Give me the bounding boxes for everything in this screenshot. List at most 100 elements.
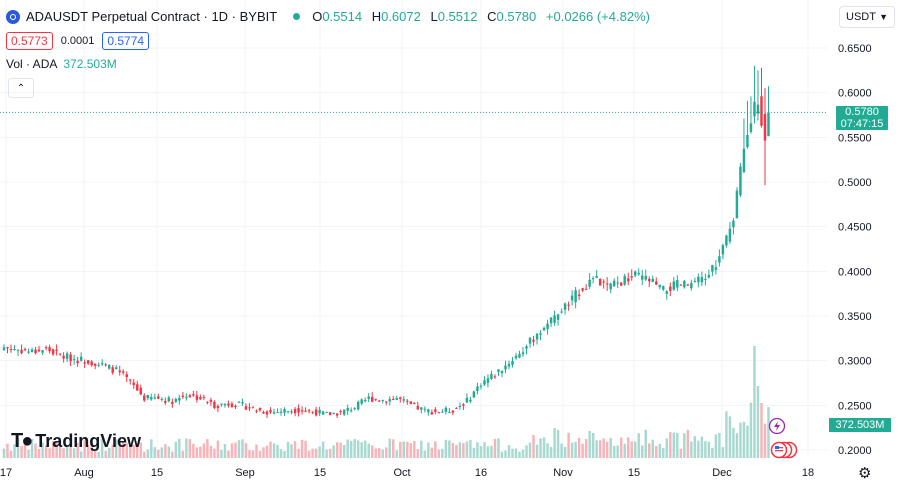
candle-body <box>749 123 753 132</box>
volume-bar <box>483 442 486 458</box>
candle-body <box>683 280 686 288</box>
symbol-title[interactable]: ADAUSDT Perpetual Contract · 1D · BYBIT <box>26 9 278 24</box>
volume-bar <box>37 448 41 458</box>
volume-bar <box>349 440 353 458</box>
volume-bar <box>746 425 749 458</box>
volume-bar <box>553 428 556 458</box>
volume-bar <box>86 445 90 458</box>
volume-bar <box>244 443 248 458</box>
volume-bar <box>753 346 756 458</box>
volume-bar <box>651 439 654 458</box>
gear-icon[interactable]: ⚙ <box>858 465 872 482</box>
candle-body <box>23 349 27 351</box>
candle-body <box>178 397 181 401</box>
volume-bar <box>521 449 525 458</box>
candle-body <box>216 405 220 408</box>
candle-body <box>406 400 409 402</box>
candle-body <box>511 361 514 365</box>
volume-bar <box>167 446 171 458</box>
volume-bar <box>402 441 406 458</box>
time-tick-label: 15 <box>151 467 163 479</box>
volume-bar <box>181 450 185 458</box>
candle-body <box>255 410 258 412</box>
candle-body <box>679 284 683 286</box>
candle-body <box>700 277 704 283</box>
volume-bar <box>314 448 318 458</box>
volume-bar <box>669 432 672 458</box>
candle-body <box>560 311 563 313</box>
volume-bar <box>230 443 234 458</box>
volume-bar <box>293 441 297 458</box>
volume-bar <box>658 443 662 458</box>
volume-bar <box>518 451 521 458</box>
candle-body <box>392 399 395 401</box>
volume-bar <box>339 442 342 458</box>
candle-body <box>602 281 605 283</box>
volume-bar <box>700 436 704 458</box>
candle-body <box>690 283 693 289</box>
candle-body <box>69 354 72 362</box>
buy-price-button[interactable]: 0.5774 <box>102 32 150 50</box>
tradingview-logo[interactable]: Т● TradingView <box>11 430 141 453</box>
volume-bar <box>697 440 700 458</box>
candle-body <box>588 279 591 287</box>
candle-body <box>27 351 30 353</box>
volume-bar <box>742 421 746 458</box>
candle-body <box>483 380 486 385</box>
candle-body <box>535 333 539 340</box>
volume-bar <box>479 446 483 458</box>
volume-bar <box>290 444 293 458</box>
candle-body <box>577 294 581 297</box>
collapse-legend-button[interactable]: ⌃ <box>8 78 34 98</box>
symbol-legend[interactable]: ADAUSDT Perpetual Contract · 1D · BYBIT … <box>6 9 656 24</box>
volume-bar <box>93 450 97 458</box>
time-tick-label: Nov <box>553 467 573 479</box>
volume-bar <box>220 449 223 458</box>
candle-body <box>574 290 577 303</box>
candle-body <box>167 397 171 402</box>
volume-bar <box>304 440 307 458</box>
volume-bar <box>30 439 34 458</box>
volume-bar <box>728 416 732 458</box>
candle-body <box>455 407 458 409</box>
candle-body <box>143 395 146 401</box>
candle-body <box>704 278 707 280</box>
candle-body <box>111 367 114 373</box>
candle-body <box>41 350 44 353</box>
volume-bar <box>549 446 553 458</box>
volume-bar <box>286 441 290 458</box>
candle-body <box>539 333 542 335</box>
candle-body <box>441 411 444 413</box>
volume-bar <box>406 441 409 458</box>
volume-bar <box>455 444 458 458</box>
volume-bar <box>662 448 665 458</box>
volume-bar <box>164 444 167 458</box>
volume-bar <box>444 439 448 458</box>
volume-bar <box>584 439 588 458</box>
high-value: 0.6072 <box>381 9 421 24</box>
chart-events[interactable] <box>767 417 803 465</box>
sell-price-button[interactable]: 0.5773 <box>6 32 53 50</box>
volume-bar <box>2 448 6 458</box>
candle-body <box>339 410 342 412</box>
candle-body <box>462 404 465 406</box>
volume-bar <box>374 448 377 458</box>
currency-selector[interactable]: USDT ▼ <box>839 6 895 28</box>
volume-bar <box>591 432 595 458</box>
candle-body <box>728 228 732 242</box>
volume-bar <box>711 447 714 458</box>
candle-body <box>567 304 570 306</box>
candle-body <box>402 399 406 401</box>
volume-bar <box>227 450 230 458</box>
volume-bar <box>150 439 153 458</box>
candle-body <box>427 409 430 413</box>
candle-body <box>662 286 665 290</box>
price-tick-label: 0.3000 <box>838 356 872 368</box>
volume-bar <box>171 451 174 458</box>
volume-legend[interactable]: Vol · ADA 372.503M <box>6 57 117 71</box>
price-tick-label: 0.2000 <box>838 445 872 457</box>
candle-body <box>48 347 51 352</box>
currency-label: USDT <box>846 11 876 23</box>
volume-bar <box>97 451 100 458</box>
